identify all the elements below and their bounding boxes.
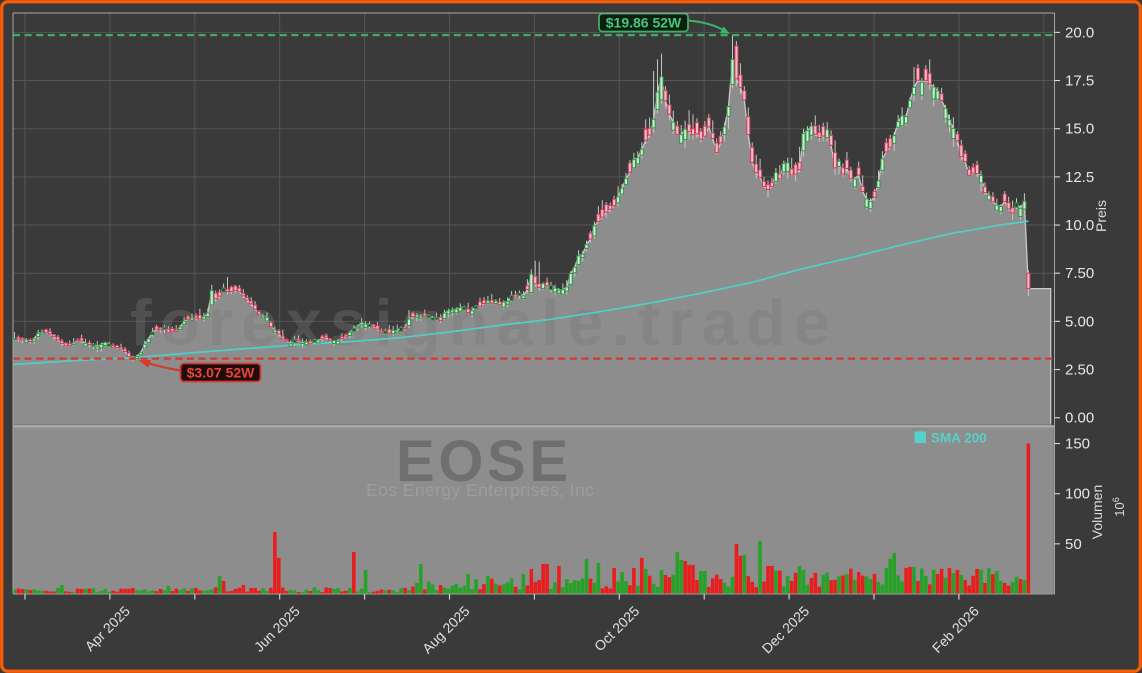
svg-text:15.0: 15.0 <box>1065 121 1094 138</box>
svg-text:12.5: 12.5 <box>1065 169 1094 186</box>
svg-text:0.00: 0.00 <box>1065 410 1094 427</box>
svg-text:17.5: 17.5 <box>1065 73 1094 90</box>
svg-text:10.0: 10.0 <box>1065 217 1094 234</box>
svg-text:SMA 200: SMA 200 <box>931 431 987 446</box>
svg-text:$3.07 52W: $3.07 52W <box>187 365 255 381</box>
svg-text:150: 150 <box>1065 436 1090 453</box>
svg-text:5.00: 5.00 <box>1065 313 1094 330</box>
svg-text:EOSE: EOSE <box>396 429 568 494</box>
svg-text:Volumen: Volumen <box>1089 485 1105 539</box>
svg-text:7.50: 7.50 <box>1065 265 1094 282</box>
svg-text:50: 50 <box>1065 536 1082 553</box>
svg-text:Eos Energy Enterprises, Inc: Eos Energy Enterprises, Inc <box>366 480 594 500</box>
svg-text:20.0: 20.0 <box>1065 24 1094 41</box>
svg-text:Preis: Preis <box>1093 200 1109 232</box>
svg-text:100: 100 <box>1065 486 1090 503</box>
svg-text:$19.86 52W: $19.86 52W <box>606 15 682 31</box>
svg-text:2.50: 2.50 <box>1065 362 1094 379</box>
